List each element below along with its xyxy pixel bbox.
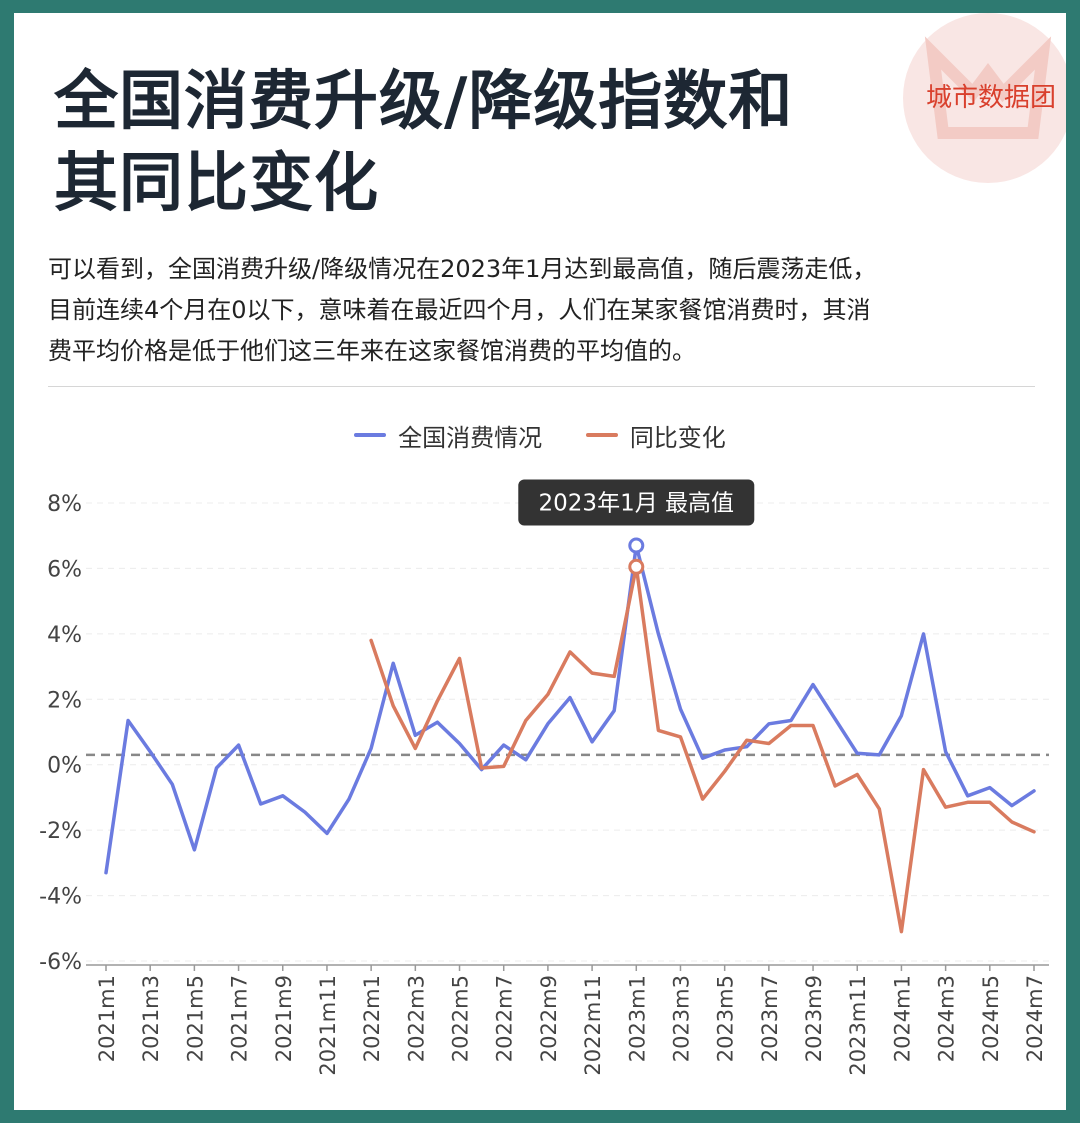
title-line-2: 其同比变化 bbox=[54, 147, 379, 221]
logo-text: 城市数据团 bbox=[925, 83, 1056, 113]
x-tick-label: 2021m1 bbox=[95, 975, 119, 1062]
chart-title: 全国消费升级/降级指数和 其同比变化 bbox=[54, 61, 914, 225]
legend-swatch-series2 bbox=[585, 433, 618, 437]
x-tick-label: 2021m3 bbox=[139, 975, 163, 1062]
y-tick-label: 0% bbox=[47, 754, 82, 779]
x-tick-label: 2024m5 bbox=[979, 975, 1003, 1062]
x-tick-label: 2023m1 bbox=[625, 975, 649, 1062]
y-tick-label: -2% bbox=[39, 819, 82, 844]
legend-item-series2[interactable]: 同比变化 bbox=[585, 418, 726, 453]
highlight-marker-1 bbox=[628, 537, 645, 554]
y-tick-label: -4% bbox=[39, 885, 82, 910]
x-tick-label: 2022m11 bbox=[581, 975, 605, 1076]
x-tick-label: 2021m5 bbox=[183, 975, 207, 1062]
description: 可以看到，全国消费升级/降级情况在2023年1月达到最高值，随后震荡走低， 目前… bbox=[48, 249, 1048, 372]
highlight-marker-2 bbox=[628, 558, 645, 575]
x-tick-label: 2023m11 bbox=[846, 975, 870, 1076]
legend-label-series2: 同比变化 bbox=[629, 423, 726, 452]
y-tick-label: 8% bbox=[47, 492, 82, 517]
x-tick-label: 2022m1 bbox=[360, 975, 384, 1062]
x-tick-label: 2022m9 bbox=[537, 975, 561, 1062]
title-line-1: 全国消费升级/降级指数和 bbox=[54, 65, 794, 139]
legend-swatch-series1 bbox=[354, 433, 387, 437]
x-tick-label: 2024m1 bbox=[890, 975, 914, 1062]
chart-card: 全国消费升级/降级指数和 其同比变化 城市数据团 可以看到，全国消费升级/降级情… bbox=[14, 13, 1066, 1110]
y-tick-label: 2% bbox=[47, 688, 82, 713]
description-line-3: 费平均价格是低于他们这三年来在这家餐馆消费的平均值的。 bbox=[48, 337, 696, 365]
x-tick-label: 2022m5 bbox=[449, 975, 473, 1062]
x-tick-label: 2024m3 bbox=[935, 975, 959, 1062]
y-tick-label: -6% bbox=[39, 950, 82, 975]
logo-icon bbox=[903, 13, 1066, 183]
chart-legend: 全国消费情况 同比变化 bbox=[14, 415, 1066, 453]
x-tick-label: 2023m5 bbox=[714, 975, 738, 1062]
line-chart: 8% 6% 4% 2% 0% -2% -4% -6% 2021m1 2021m3 2021m5 202… bbox=[39, 479, 1049, 1076]
divider bbox=[48, 386, 1035, 387]
x-tick-label: 2023m9 bbox=[802, 975, 826, 1062]
series-line-1 bbox=[104, 543, 1036, 875]
legend-item-series1[interactable]: 全国消费情况 bbox=[354, 418, 542, 453]
x-tick-label: 2024m7 bbox=[1023, 975, 1047, 1062]
series-line-2 bbox=[369, 565, 1036, 934]
y-tick-label: 4% bbox=[47, 623, 82, 648]
description-line-1: 可以看到，全国消费升级/降级情况在2023年1月达到最高值，随后震荡走低， bbox=[48, 255, 877, 283]
legend-label-series1: 全国消费情况 bbox=[398, 423, 543, 452]
x-tick-label: 2021m7 bbox=[228, 975, 252, 1062]
tooltip-text: 2023年1月 最高值 bbox=[539, 491, 734, 517]
x-tick-label: 2023m7 bbox=[758, 975, 782, 1062]
x-tick-label: 2021m9 bbox=[272, 975, 296, 1062]
x-tick-label: 2022m7 bbox=[493, 975, 517, 1062]
description-line-2: 目前连续4个月在0以下，意味着在最近四个月，人们在某家餐馆消费时，其消 bbox=[48, 296, 871, 324]
x-tick-label: 2021m11 bbox=[316, 975, 340, 1076]
x-tick-label: 2022m3 bbox=[404, 975, 428, 1062]
tooltip-box bbox=[518, 479, 755, 526]
x-tick-label: 2023m3 bbox=[669, 975, 693, 1062]
y-tick-label: 6% bbox=[47, 557, 82, 582]
